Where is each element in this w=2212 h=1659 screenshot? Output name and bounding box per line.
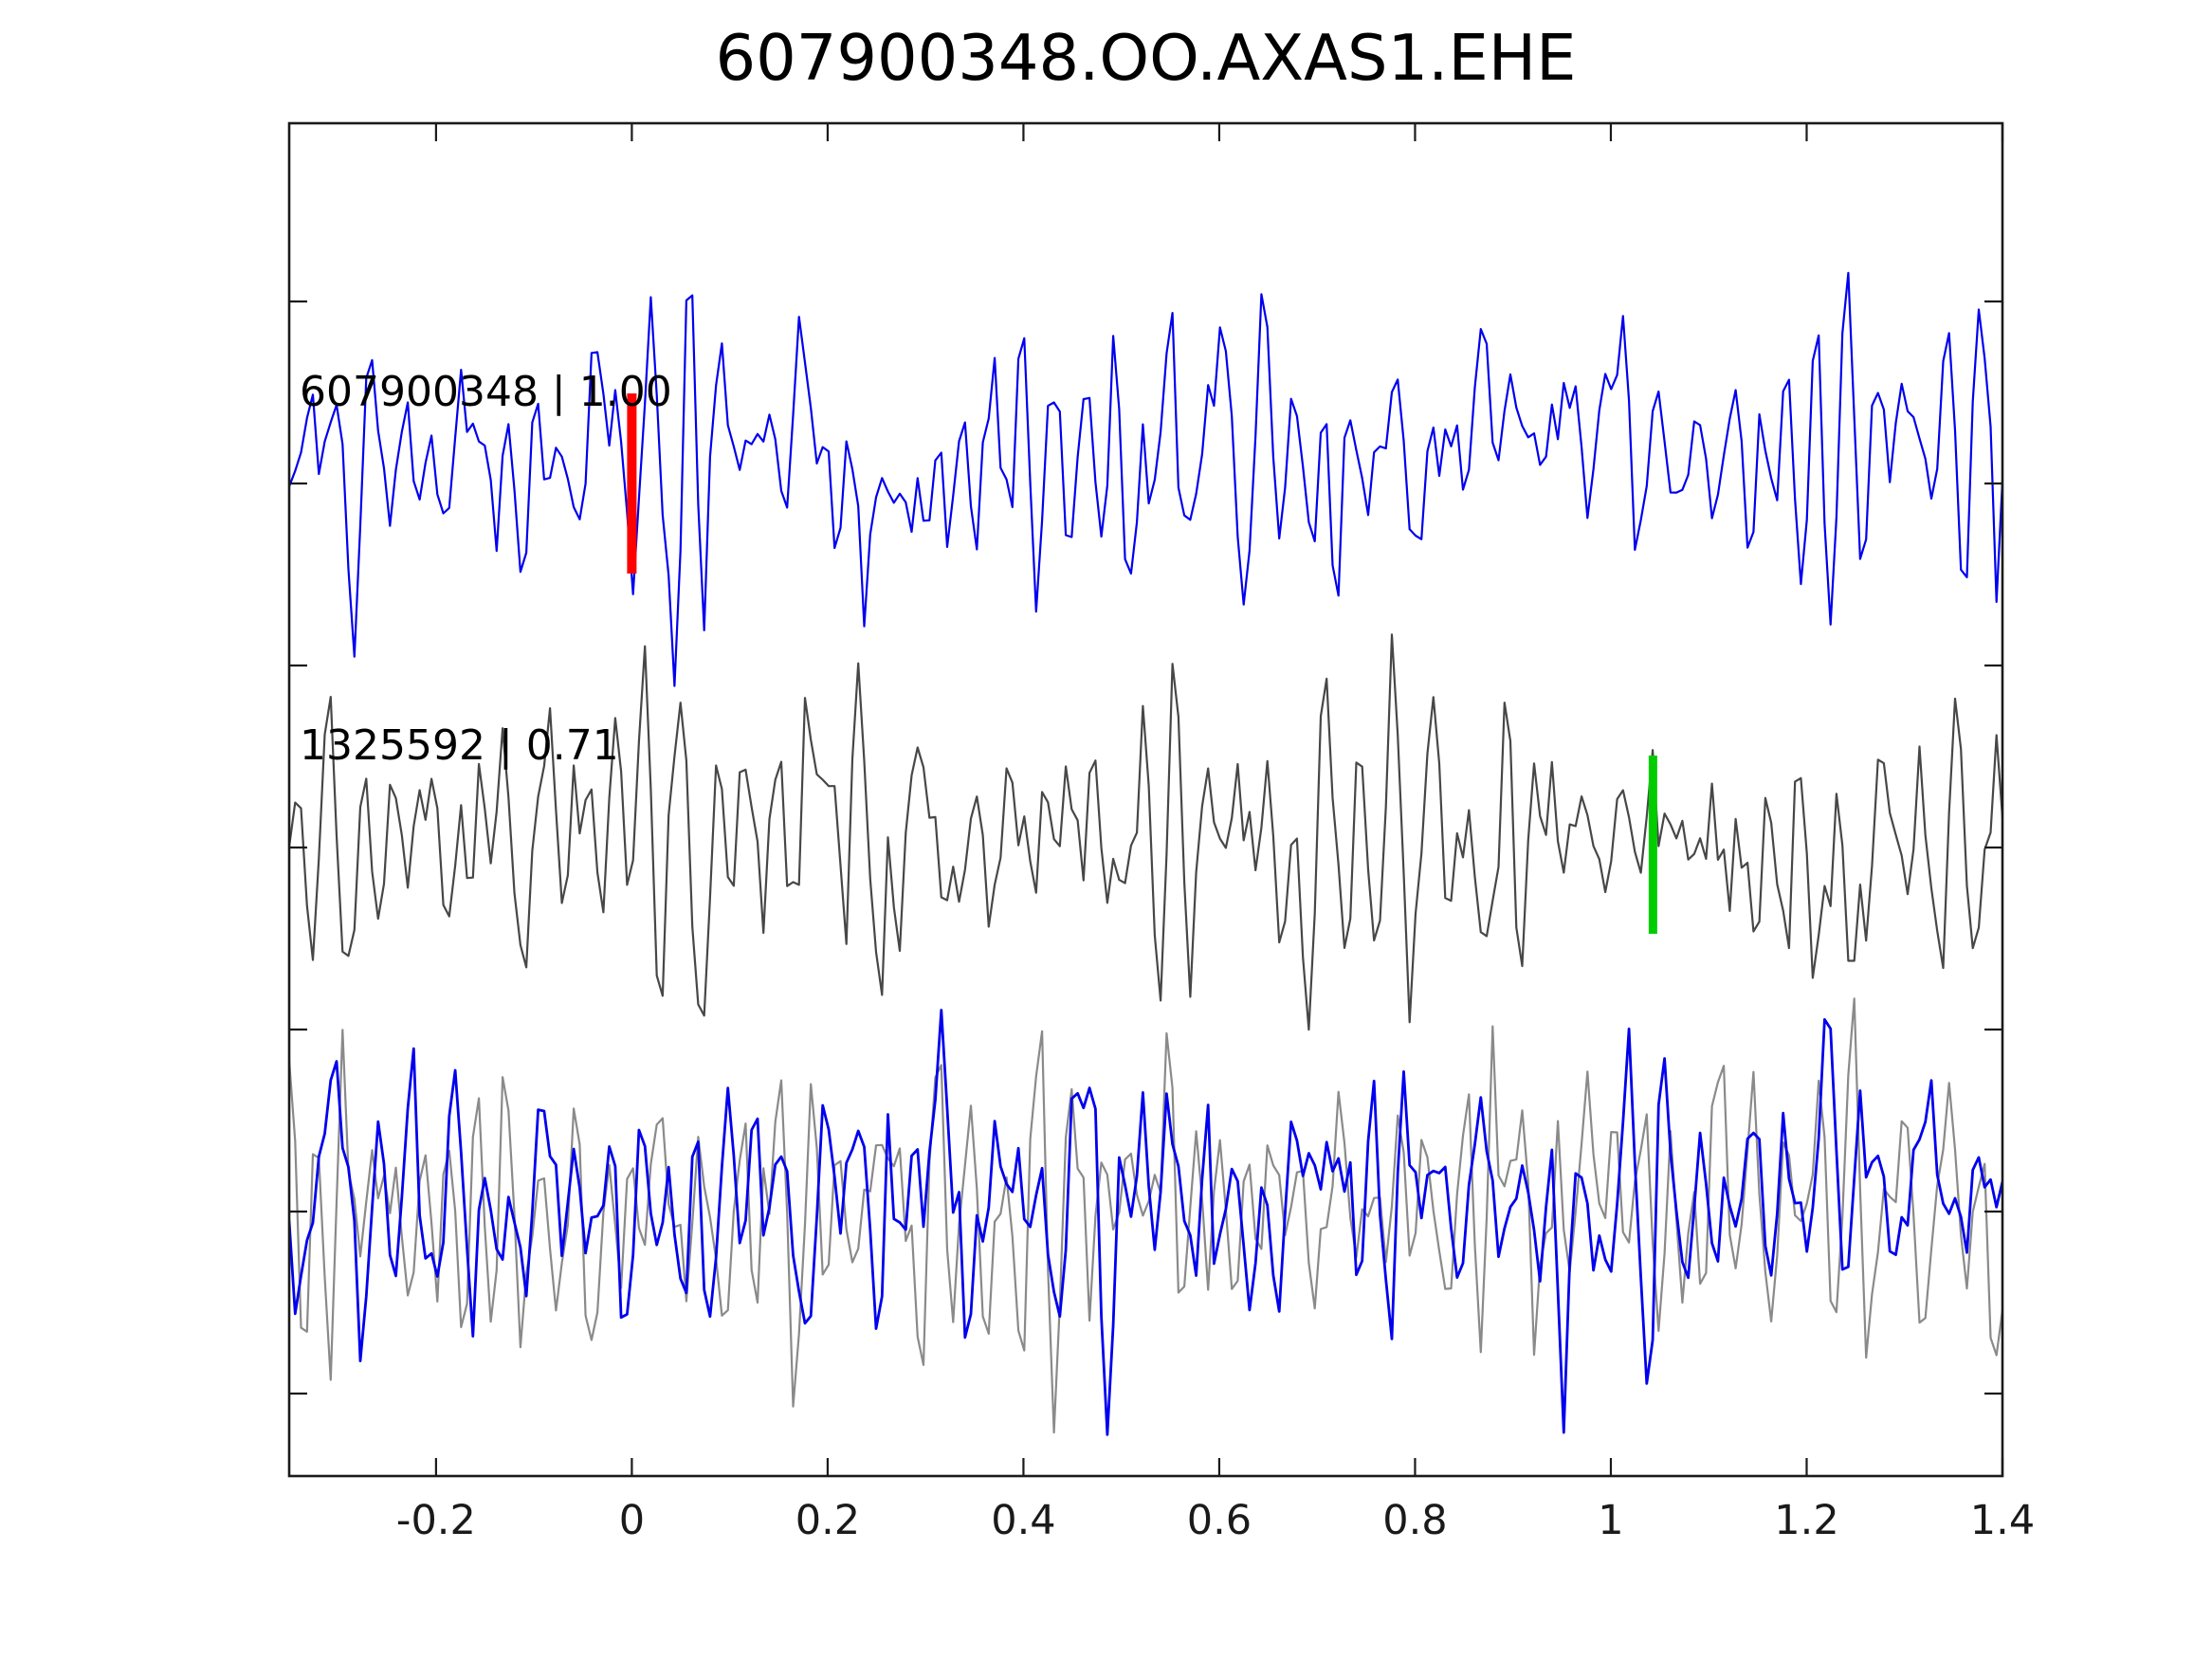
axes-frame [287,121,2004,1478]
trace-label-template: 1325592 | 0.71 [300,721,619,770]
x-tick-label: -0.2 [395,1497,476,1544]
x-tick-label: 1.4 [1969,1497,2036,1544]
x-tick-label: 0.4 [991,1497,1056,1544]
overlay-template-trace [289,1009,2002,1436]
x-tick-label: 0.2 [795,1497,861,1544]
trace-label-detection: 607900348 | 1.00 [300,368,672,416]
x-tick-label: 0.6 [1186,1497,1252,1544]
detection-trace [289,271,2002,687]
x-tick-label: 1 [1598,1497,1624,1544]
chart-title: 607900348.OO.AXAS1.EHE [715,21,1577,95]
x-tick-label: 1.2 [1774,1497,1839,1544]
x-tick-label: 0.8 [1382,1497,1448,1544]
axis-ticks [289,123,2004,1476]
x-tick-label: 0 [618,1497,646,1544]
template-trace [289,633,2002,1031]
overlay-data-trace [289,997,2002,1434]
